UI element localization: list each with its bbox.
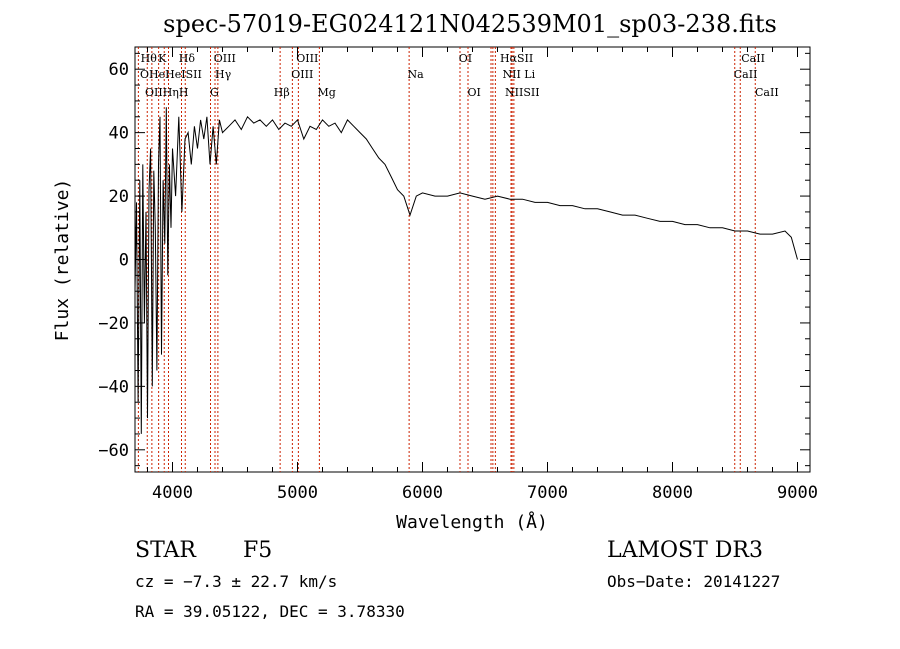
marker-label: Mg	[318, 86, 336, 99]
x-axis-label: Wavelength (Å)	[396, 511, 548, 533]
line-marker-labels: Hθ K Hδ OIII OIII OI HαSII CaII OHeHeISII Hγ OIII N…	[140, 52, 779, 99]
spectrum-series-line	[134, 107, 798, 434]
marker-label: OIII	[214, 52, 236, 65]
marker-label: OIII	[296, 52, 318, 65]
redshift-velocity: cz = −7.3 ± 22.7 km/s	[135, 572, 338, 591]
x-tick-label: 7000	[527, 483, 568, 503]
x-tick-label: 8000	[652, 483, 693, 503]
plot-frame	[134, 46, 811, 473]
spectrum-chart: spec-57019-EG024121N042539M01_sp03-238.f…	[52, 10, 818, 533]
y-axis-label: Flux (relative)	[52, 179, 73, 342]
x-axis-ticks: 4000 5000 6000 7000 8000 9000	[147, 47, 818, 503]
marker-label: OIII	[291, 68, 313, 81]
coordinates-radec: RA = 39.05122, DEC = 3.78330	[135, 602, 405, 621]
y-tick-label: −40	[98, 377, 129, 397]
y-axis-ticks: −60 −40 −20 0 20 40 60	[98, 52, 810, 467]
y-tick-label: −20	[98, 314, 129, 334]
survey-name: LAMOST DR3	[607, 538, 763, 563]
observation-date: Obs−Date: 20141227	[607, 572, 781, 591]
marker-label: Hδ	[179, 52, 196, 65]
marker-label: Na	[408, 68, 425, 81]
marker-label: CaII	[734, 68, 758, 81]
marker-label: OHeHeISII	[140, 68, 202, 81]
y-tick-label: 20	[109, 187, 129, 207]
y-tick-label: 0	[119, 251, 129, 271]
marker-label: Hγ	[215, 68, 232, 81]
marker-label: Hβ	[274, 86, 290, 99]
marker-label: G	[210, 86, 219, 99]
marker-label: OIIHηH	[145, 86, 188, 99]
x-tick-label: 5000	[277, 483, 318, 503]
x-tick-label: 4000	[152, 483, 193, 503]
y-tick-label: −60	[98, 441, 129, 461]
x-tick-label: 6000	[402, 483, 443, 503]
y-tick-label: 60	[109, 60, 129, 80]
object-type: STAR	[135, 538, 196, 563]
y-tick-label: 40	[109, 124, 129, 144]
spectral-class: F5	[243, 538, 273, 563]
marker-label: OI	[468, 86, 481, 99]
marker-label: CaII	[741, 52, 765, 65]
marker-label: NIISII	[505, 86, 540, 99]
marker-label: K	[158, 52, 167, 65]
chart-title: spec-57019-EG024121N042539M01_sp03-238.f…	[163, 10, 777, 38]
marker-label: CaII	[755, 86, 779, 99]
x-tick-label: 9000	[777, 483, 818, 503]
marker-label: OI	[459, 52, 472, 65]
marker-label: HαSII	[500, 52, 533, 65]
line-markers	[137, 47, 756, 472]
marker-label: NII Li	[503, 68, 536, 81]
marker-label: Hθ	[141, 52, 158, 65]
